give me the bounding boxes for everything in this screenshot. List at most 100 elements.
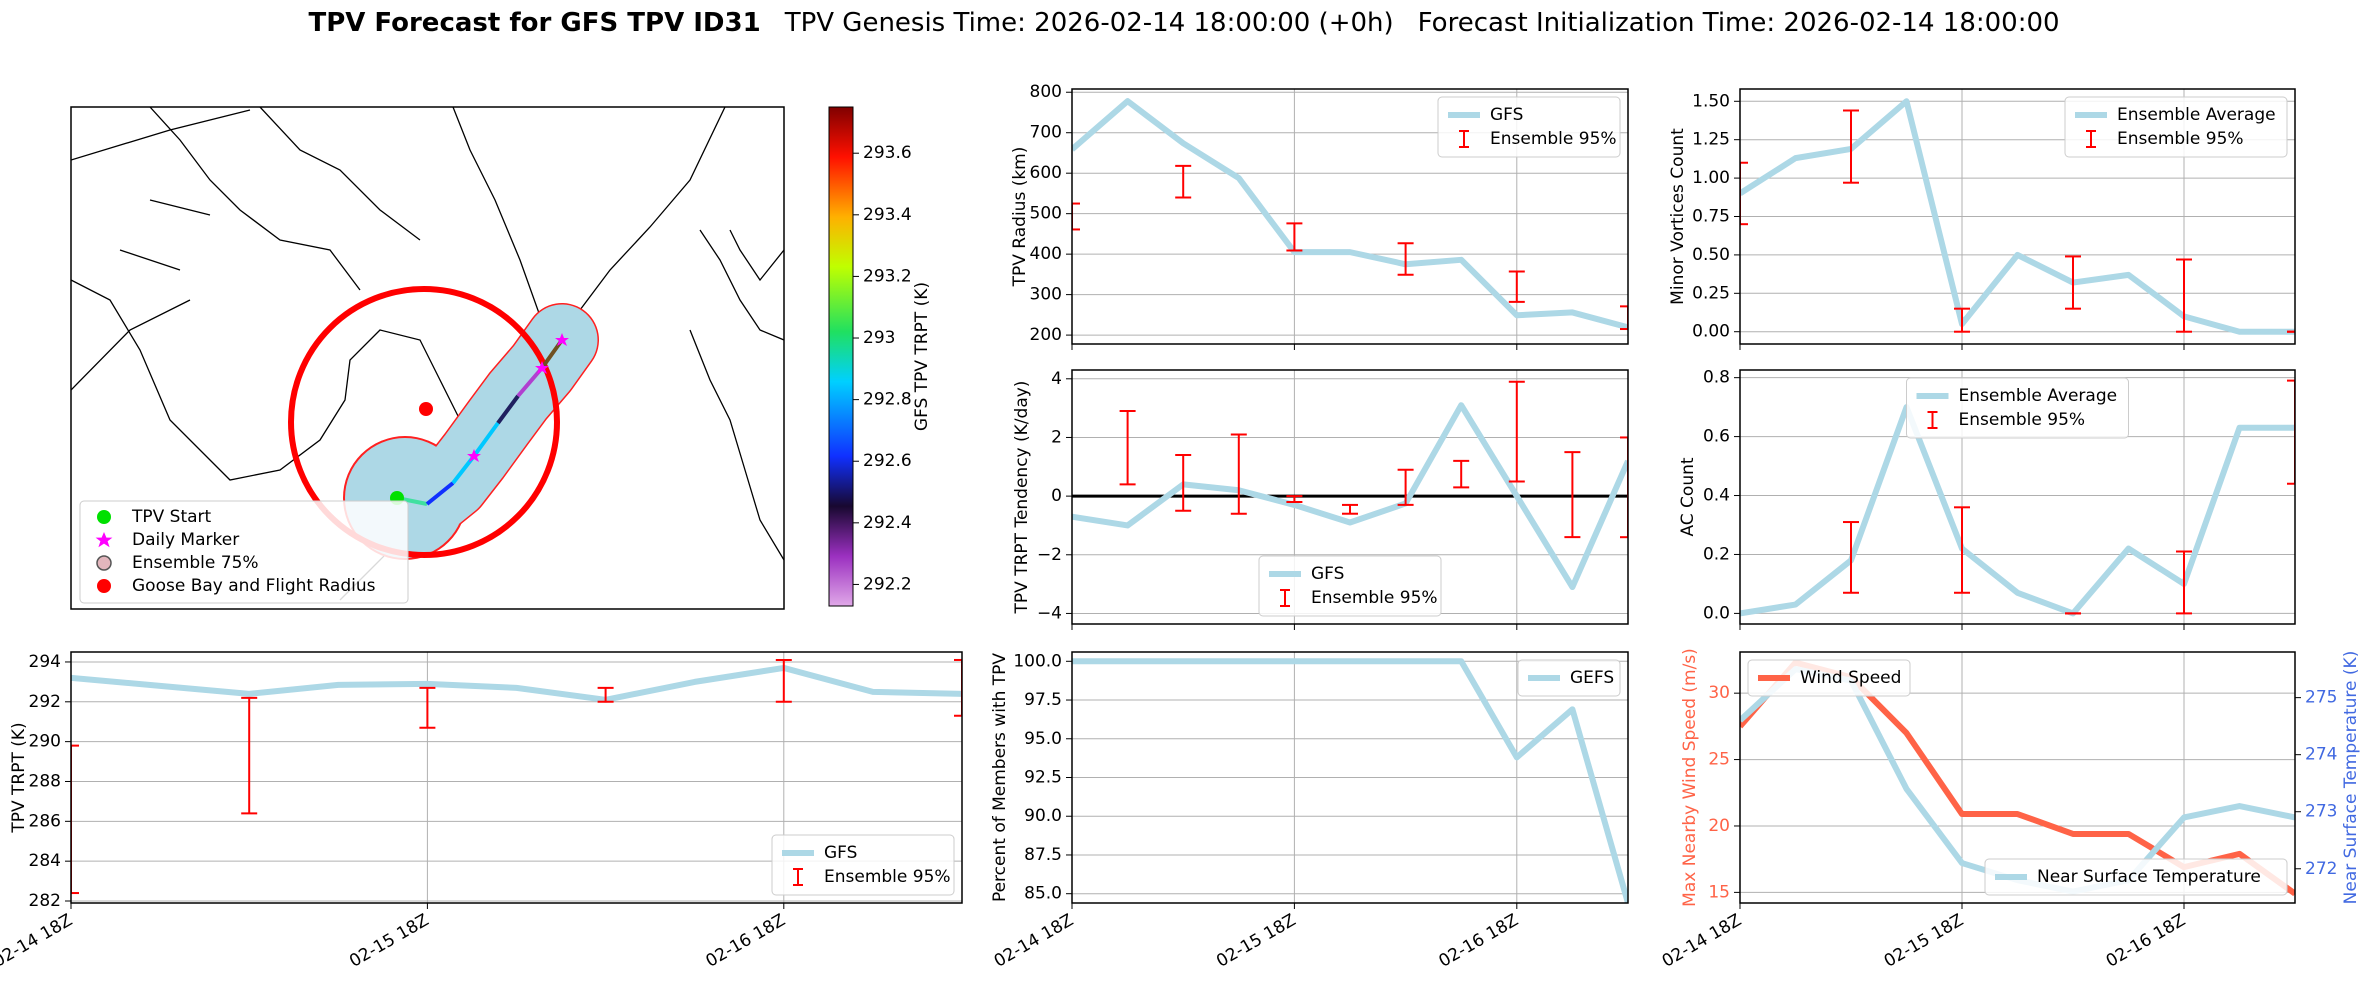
x-tick-label: 02-14 18Z: [1659, 910, 1745, 971]
plot-frame: [1071, 651, 1629, 904]
legend-box: [1517, 659, 1621, 697]
colorbar-tick-label: 293.4: [863, 205, 912, 225]
legend-label: Ensemble 95%: [2117, 129, 2244, 149]
y2-tick-label: 272: [2305, 859, 2337, 879]
y2-axis-label: Near Surface Temperature (K): [2341, 651, 2361, 905]
legend-box: [1747, 659, 1911, 697]
track: [496, 394, 520, 425]
plot-frame: [1739, 651, 2296, 904]
colorbar-tick-label: 292.4: [863, 513, 912, 533]
colorbar-tick-label: 292.8: [863, 390, 912, 410]
x-tick-label: 02-14 18Z: [0, 910, 76, 971]
legend-label: GEFS: [1570, 668, 1614, 688]
legend: Near Surface Temperature: [1984, 858, 2288, 896]
legend-label: Ensemble 95%: [1959, 410, 2086, 430]
colorbar-tick-label: 293.2: [863, 266, 912, 286]
legend-label: Goose Bay and Flight Radius: [132, 576, 376, 596]
y-tick-label: 0.0: [1703, 603, 1730, 623]
y-tick-label: 25: [1708, 750, 1730, 770]
series-line: [1072, 402, 1628, 591]
legend-label: Ensemble 95%: [824, 867, 951, 887]
y-axis-label: TPV Radius (km): [1010, 147, 1030, 288]
y-tick-label: 282: [29, 891, 61, 911]
y-tick-label: 0.8: [1703, 368, 1730, 388]
legend: GFS Ensemble 95%: [771, 834, 955, 896]
plot-content: [1740, 98, 2295, 335]
y-tick-label: 500: [1030, 204, 1062, 224]
y-tick-label: 1.50: [1692, 91, 1730, 111]
legend-label: Ensemble Average: [1959, 386, 2118, 406]
y-axis-label: Minor Vortices Count: [1668, 128, 1688, 305]
legend: GFS Ensemble 95%: [1437, 96, 1621, 158]
x-tick-label: 02-16 18Z: [1436, 910, 1522, 971]
legend-label: TPV Start: [131, 507, 212, 527]
legend-marker: [97, 510, 111, 524]
plot-content: [1072, 658, 1628, 903]
y-tick-label: 1.00: [1692, 168, 1730, 188]
y-tick-label: 87.5: [1024, 845, 1062, 865]
legend: GFS Ensemble 95%: [1258, 555, 1442, 617]
y-tick-label: 100.0: [1013, 651, 1062, 671]
y-tick-label: 288: [29, 771, 61, 791]
colorbar-tick-label: 293: [863, 328, 895, 348]
colorbar-tick-label: 293.6: [863, 143, 912, 163]
y-tick-label: 85.0: [1024, 884, 1062, 904]
coastline: [689, 229, 784, 561]
plot-frame: [70, 651, 963, 904]
y-tick-label: 0.50: [1692, 245, 1730, 265]
y-tick-label: 1.25: [1692, 130, 1730, 150]
map-frame: [70, 106, 785, 610]
y2-tick-label: 275: [2305, 688, 2337, 708]
plot-frame: [1071, 369, 1629, 625]
legend-box: [1258, 555, 1442, 617]
legend-label: Ensemble 95%: [1311, 588, 1438, 608]
x-tick-label: 02-15 18Z: [346, 910, 432, 971]
y-tick-label: 290: [29, 732, 61, 752]
y-axis-label: Max Nearby Wind Speed (m/s): [1680, 648, 1700, 907]
series-line: [1740, 404, 2295, 617]
figure-title: TPV Forecast for GFS TPV ID31 TPV Genesis…: [308, 8, 2059, 38]
y-tick-label: 97.5: [1024, 690, 1062, 710]
y-tick-label: 300: [1030, 285, 1062, 305]
daily-marker: [467, 449, 481, 462]
y-tick-label: 0.75: [1692, 207, 1730, 227]
legend-box: [2064, 96, 2288, 158]
y-axis-label: TPV TRPT (K): [9, 722, 29, 833]
legend-label: GFS: [1311, 564, 1344, 584]
x-tick-label: 02-15 18Z: [1881, 910, 1967, 971]
x-tick-label: 02-16 18Z: [703, 910, 789, 971]
plot-content: [1072, 380, 1628, 591]
y-tick-label: 92.5: [1024, 768, 1062, 788]
y-tick-label: 292: [29, 692, 61, 712]
y-tick-label: 0.2: [1703, 544, 1730, 564]
y-tick-label: −4: [1037, 603, 1062, 623]
coastline: [149, 107, 421, 291]
legend-label: GFS: [1490, 105, 1523, 125]
y-tick-label: 284: [29, 851, 61, 871]
legend-marker: [97, 579, 111, 593]
y-tick-label: −2: [1037, 545, 1062, 565]
plot-content: [1740, 379, 2295, 617]
series-line: [71, 664, 962, 703]
legend-label: Ensemble 95%: [1490, 129, 1617, 149]
legend-marker: [96, 555, 112, 571]
title-main: TPV Forecast for GFS TPV ID31: [308, 8, 760, 38]
legend-label: Ensemble Average: [2117, 105, 2276, 125]
y-tick-label: 286: [29, 811, 61, 831]
legend-box: [771, 834, 955, 896]
y-tick-label: 600: [1030, 163, 1062, 183]
legend-label: Wind Speed: [1800, 668, 1901, 688]
y-tick-label: 0.25: [1692, 283, 1730, 303]
y-tick-label: 15: [1708, 882, 1730, 902]
legend-box: [1906, 377, 2129, 439]
legend-box: [1984, 858, 2288, 896]
series-line: [1072, 98, 1628, 331]
y-tick-label: 90.0: [1024, 806, 1062, 826]
y-tick-label: 0.00: [1692, 322, 1730, 342]
y-tick-label: 30: [1708, 683, 1730, 703]
y-tick-label: 294: [29, 652, 61, 672]
plot-frame: [1071, 88, 1629, 345]
y-tick-label: 800: [1030, 82, 1062, 102]
y-tick-label: 4: [1051, 369, 1062, 389]
